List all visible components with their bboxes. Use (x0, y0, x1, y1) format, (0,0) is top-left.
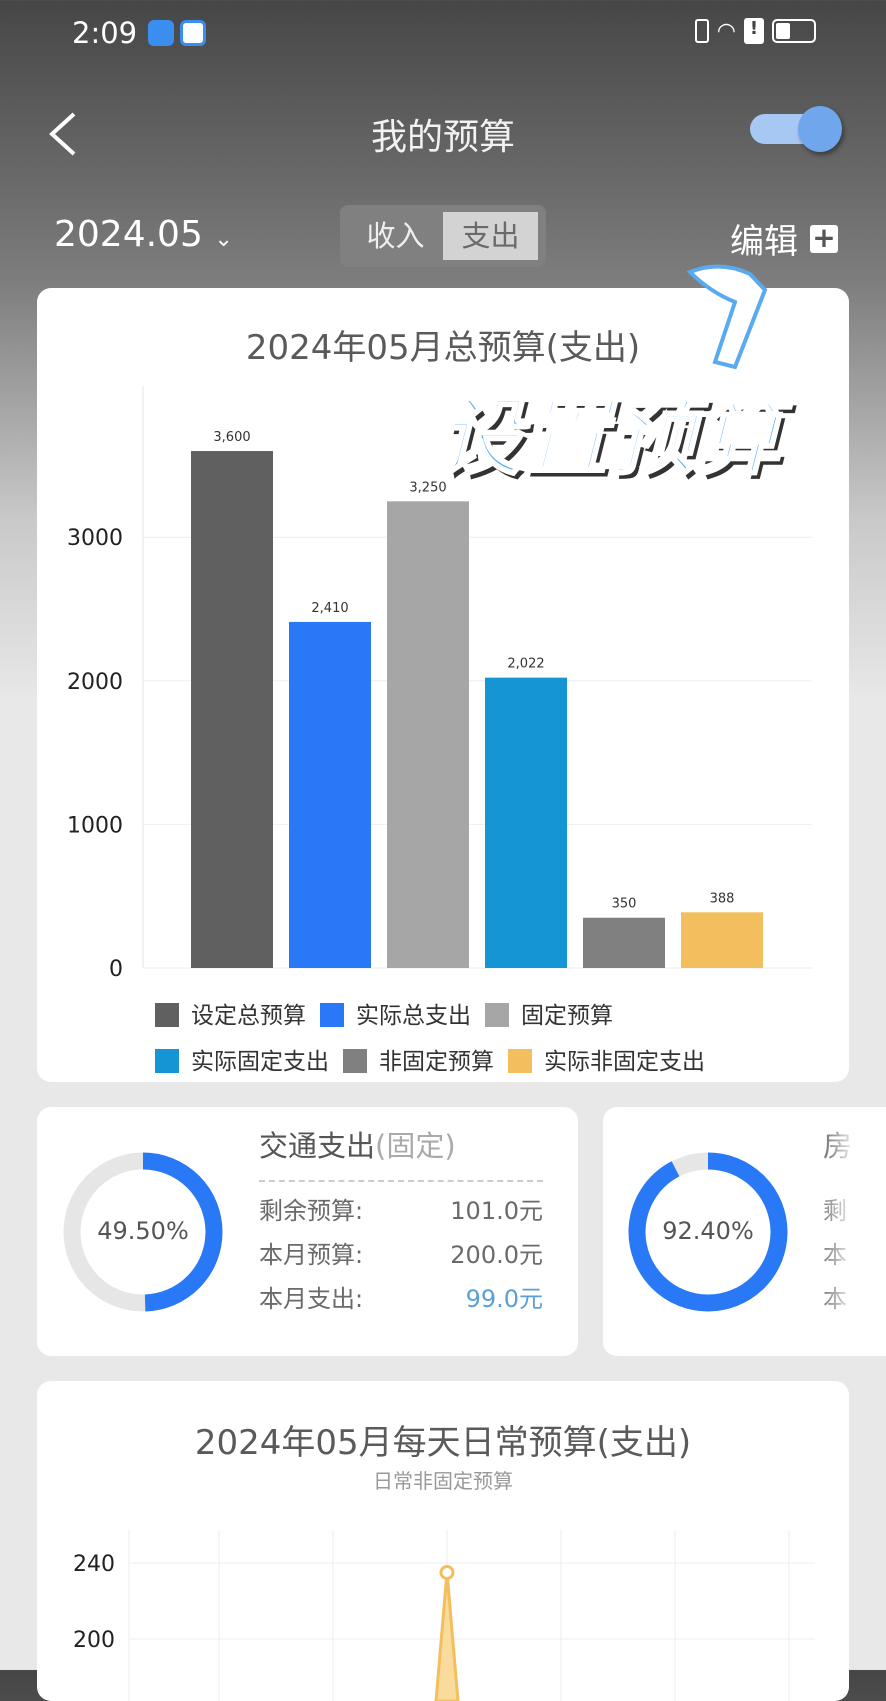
y-tick-label: 2000 (67, 670, 123, 695)
percent-label: 92.40% (628, 1217, 788, 1245)
bar[interactable] (583, 918, 665, 968)
y-tick-label: 200 (73, 1628, 115, 1653)
category-card[interactable]: 92.40% 房 剩 本 本 (603, 1107, 886, 1356)
data-point[interactable] (441, 1567, 453, 1579)
bar-data-label: 3,600 (213, 430, 250, 445)
y-tick-label: 0 (109, 957, 123, 982)
legend-item[interactable]: 实际总支出 (320, 996, 471, 1030)
bar-data-label: 2,022 (507, 657, 544, 672)
legend-row-2: 实际固定支出 非固定预算 实际非固定支出 (155, 1042, 855, 1076)
type-segment[interactable]: 收入 支出 (340, 205, 546, 267)
y-tick-label: 240 (73, 1552, 115, 1577)
alert-icon: ! (744, 18, 764, 44)
hand-pointer-arrow-icon (680, 262, 790, 382)
divider (259, 1180, 543, 1182)
vibrate-icon (695, 19, 709, 43)
bar[interactable] (681, 912, 763, 968)
legend-row-1: 设定总预算 实际总支出 固定预算 (155, 996, 855, 1030)
edit-label: 编辑 (730, 214, 798, 263)
bar-data-label: 350 (612, 897, 637, 912)
category-card[interactable]: 49.50% 交通支出(固定) 剩余预算:101.0元 本月预算:200.0元 … (37, 1107, 578, 1356)
bar[interactable] (387, 501, 469, 968)
percent-label: 49.50% (63, 1217, 223, 1245)
y-tick-label: 3000 (67, 526, 123, 551)
bar-data-label: 2,410 (311, 601, 348, 616)
browser-app-icon (180, 20, 206, 46)
chevron-down-icon: ⌄ (214, 227, 232, 252)
legend-item[interactable]: 实际非固定支出 (508, 1042, 705, 1076)
cloud-app-icon (148, 20, 174, 46)
view-toggle[interactable] (750, 106, 842, 150)
bar[interactable] (289, 622, 371, 968)
area-series (436, 1573, 458, 1701)
bar-data-label: 388 (710, 891, 735, 906)
spent-row: 本月支出:99.0元 (259, 1277, 543, 1321)
plus-icon: + (810, 225, 838, 253)
category-tag: (固定) (375, 1129, 456, 1163)
legend-item[interactable]: 实际固定支出 (155, 1042, 329, 1076)
budget-row: 本月预算:200.0元 (259, 1233, 543, 1277)
month-selector[interactable]: 2024.05 ⌄ (54, 214, 233, 255)
battery-icon (772, 19, 816, 43)
category-name: 交通支出 (259, 1129, 375, 1163)
remaining-row: 剩余预算:101.0元 (259, 1189, 543, 1233)
set-budget-sticker: 设置预算 (438, 370, 782, 491)
status-time: 2:09 (72, 16, 137, 50)
month-label: 2024.05 (54, 214, 203, 255)
y-tick-label: 1000 (67, 813, 123, 838)
legend-item[interactable]: 非固定预算 (343, 1042, 494, 1076)
edit-button[interactable]: 编辑 + (730, 214, 838, 263)
wifi-icon: ◠ (717, 19, 736, 44)
tab-expense[interactable]: 支出 (443, 212, 538, 260)
legend-item[interactable]: 设定总预算 (155, 996, 306, 1030)
bar[interactable] (191, 451, 273, 968)
tab-income[interactable]: 收入 (348, 212, 443, 260)
bar[interactable] (485, 678, 567, 968)
legend-item[interactable]: 固定预算 (485, 996, 613, 1030)
daily-area-chart: 200 240 (37, 1381, 849, 1701)
